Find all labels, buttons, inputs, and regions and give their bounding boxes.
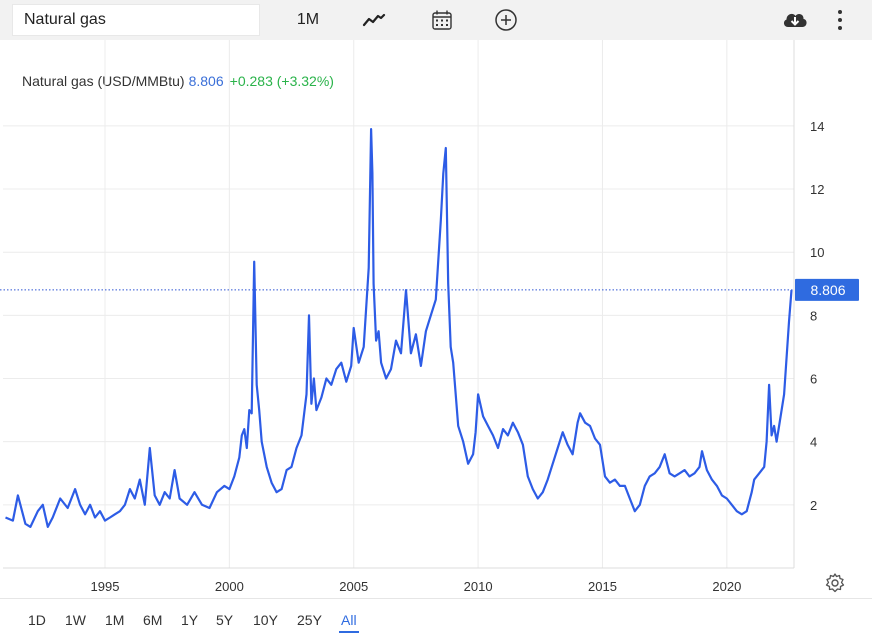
price-tag-value: 8.806 — [810, 282, 845, 298]
y-tick-label: 12 — [810, 182, 824, 197]
y-tick-label: 2 — [810, 498, 817, 513]
x-tick-label: 2010 — [464, 579, 493, 594]
more-vertical-icon — [838, 10, 842, 30]
price-tag: 8.806 — [795, 278, 859, 301]
y-tick-label: 8 — [810, 308, 817, 323]
chart-type-button[interactable] — [358, 6, 390, 34]
download-button[interactable] — [780, 6, 810, 34]
series-line — [5, 128, 793, 528]
range-button-1d[interactable]: 1D — [28, 612, 46, 628]
range-button-all[interactable]: All — [339, 609, 359, 633]
interval-button[interactable]: 1M — [296, 11, 320, 28]
y-tick-label: 6 — [810, 372, 817, 387]
y-tick-label: 4 — [810, 435, 817, 450]
range-button-25y[interactable]: 25Y — [297, 612, 322, 628]
legend-change: +0.283 (+3.32%) — [229, 73, 334, 89]
x-tick-label: 2005 — [339, 579, 368, 594]
range-button-10y[interactable]: 10Y — [253, 612, 278, 628]
y-tick-label: 14 — [810, 119, 824, 134]
search-input[interactable]: Natural gas — [12, 4, 260, 36]
range-selector: 1D 1W 1M 6M 1Y 5Y 10Y 25Y All — [0, 598, 872, 644]
x-tick-label: 2000 — [215, 579, 244, 594]
plus-circle-icon — [495, 9, 517, 31]
legend-value: 8.806 — [188, 73, 224, 89]
x-axis: 1995 2000 2005 2010 2015 2020 — [91, 579, 742, 594]
date-range-button[interactable] — [428, 6, 456, 34]
range-button-5y[interactable]: 5Y — [216, 612, 234, 628]
cloud-download-icon — [783, 13, 807, 27]
compare-button[interactable] — [492, 6, 520, 34]
range-button-1m[interactable]: 1M — [105, 612, 125, 628]
y-axis: 2 4 6 8 10 12 14 — [810, 119, 824, 513]
chart-legend: Natural gas (USD/MMBtu) 8.806 +0.283 (+3.3… — [22, 73, 334, 89]
chart-line-icon — [362, 13, 386, 27]
more-options-button[interactable] — [828, 6, 852, 34]
settings-icon[interactable] — [824, 572, 846, 594]
legend-series-name: Natural gas (USD/MMBtu) — [22, 73, 185, 89]
calendar-icon — [432, 10, 452, 30]
chart-grid — [3, 40, 795, 569]
x-tick-label: 1995 — [91, 579, 120, 594]
x-tick-label: 2015 — [588, 579, 617, 594]
range-button-6m[interactable]: 6M — [143, 612, 163, 628]
y-tick-label: 10 — [810, 245, 824, 260]
x-tick-label: 2020 — [712, 579, 741, 594]
range-button-1y[interactable]: 1Y — [181, 612, 199, 628]
price-chart[interactable]: 1995 2000 2005 2010 2015 2020 2 4 6 8 10 12 14 8.80… — [0, 40, 872, 598]
toolbar: Natural gas 1M — [0, 0, 872, 40]
range-button-1w[interactable]: 1W — [65, 612, 86, 628]
